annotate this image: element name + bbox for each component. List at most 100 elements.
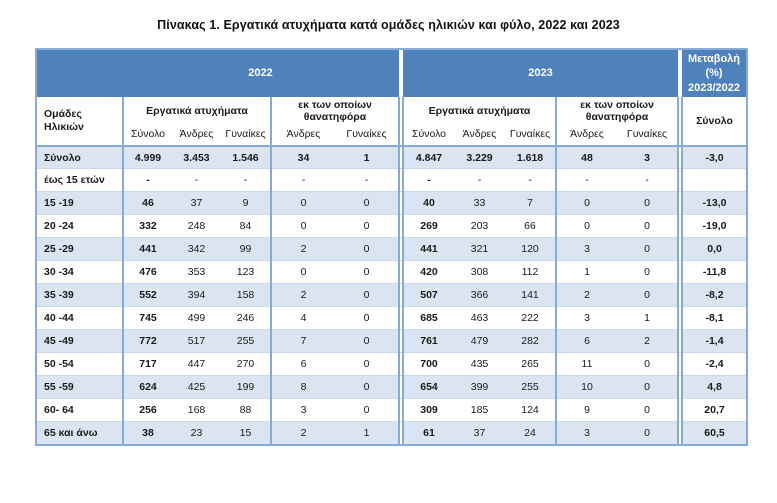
age-cell: 55 -59	[36, 375, 123, 399]
value-cell-fatal-men-2022: 4	[270, 306, 335, 330]
value-cell-fatal-men-2023: -	[555, 168, 617, 192]
value-cell-fatal-women-2023: 2	[617, 329, 678, 353]
year-separator	[398, 329, 404, 353]
value-cell-men-2023: 321	[454, 237, 505, 261]
value-cell-fatal-women-2023: 0	[644, 404, 650, 417]
value-cell-fatal-women-2022: 0	[363, 312, 370, 325]
value-cell-total-2023: 61	[403, 421, 454, 445]
age-cell: 60- 64	[44, 404, 74, 417]
value-cell-fatal-women-2022: 1	[335, 421, 399, 445]
value-cell-women-2023: 255	[505, 375, 556, 399]
value-cell-fatal-women-2022: 0	[335, 237, 399, 261]
value-cell-fatal-women-2023: 1	[644, 312, 650, 325]
value-cell-fatal-men-2022: 2	[270, 283, 335, 307]
value-cell-women-2023: 124	[521, 404, 539, 417]
change-separator	[677, 145, 683, 169]
value-cell-total-2023: 685	[420, 312, 438, 325]
value-cell-fatal-women-2023: 0	[644, 358, 650, 371]
value-cell-total-2023: 441	[403, 237, 454, 261]
group-header-row: Ομάδες Ηλικιών Εργατικά ατυχήματα εκ των…	[36, 96, 747, 146]
value-cell-fatal-women-2023: 0	[617, 191, 678, 215]
value-cell-women-2023: 222	[521, 312, 539, 325]
value-cell-men-2022: 425	[172, 375, 221, 399]
value-cell-fatal-men-2023: 2	[555, 283, 617, 307]
value-cell-fatal-women-2022: 0	[363, 358, 370, 371]
band-gap	[678, 49, 682, 97]
year-separator	[398, 421, 404, 445]
table-row: 45 -49 772 517 255 7 0 761 479 282 6 2 -…	[36, 329, 747, 353]
value-cell-men-2023: -	[477, 174, 482, 187]
table-row: έως 15 ετών - - - - - - - - - -	[36, 168, 747, 192]
value-cell-men-2023: 203	[470, 220, 489, 233]
change-cell: -1,4	[682, 329, 747, 353]
year-separator	[398, 96, 404, 146]
value-cell-men-2023: 479	[454, 329, 505, 353]
col-header-men-2023: Άνδρες	[462, 127, 497, 140]
value-cell-women-2022: 1.546	[221, 145, 271, 169]
value-cell-total-2023: 4.847	[403, 145, 454, 169]
change-separator	[677, 375, 683, 399]
value-cell-fatal-women-2023: 0	[617, 421, 678, 445]
change-separator	[677, 214, 683, 238]
change-total-header: Σύνολο	[696, 114, 733, 127]
col-header-men-2022: Άνδρες	[179, 127, 214, 140]
fatal-2022-header: εκ των οποίων θανατηφόρα	[270, 96, 399, 126]
table-row: 25 -29 441 342 99 2 0 441 321 120 3 0 0,…	[36, 237, 747, 261]
year-separator	[398, 375, 404, 399]
change-cell: -11,8	[702, 266, 727, 279]
table-row: 20 -24 332 248 84 0 0 269 203 66 0 0 -19…	[36, 214, 747, 238]
value-cell-fatal-women-2023: -	[645, 174, 649, 187]
age-cell: 65 και άνω	[36, 421, 123, 445]
value-cell-fatal-men-2023: 3	[555, 237, 617, 261]
change-separator	[677, 352, 683, 376]
age-cell: 40 -44	[44, 312, 74, 325]
year-separator	[398, 283, 404, 307]
value-cell-women-2022: 158	[221, 283, 271, 307]
year-2023-header: 2023	[403, 49, 678, 97]
value-cell-women-2023: 120	[505, 237, 556, 261]
value-cell-women-2022: 246	[236, 312, 255, 325]
value-cell-men-2022: 37	[172, 191, 221, 215]
change-cell: -13,0	[682, 191, 747, 215]
value-cell-fatal-women-2022: 0	[335, 329, 399, 353]
value-cell-men-2022: -	[194, 174, 199, 187]
year-separator	[398, 145, 404, 169]
value-cell-total-2022: -	[122, 168, 172, 192]
table-row: 40 -44 745 499 246 4 0 685 463 222 3 1 -…	[36, 306, 747, 330]
change-separator	[677, 191, 683, 215]
value-cell-total-2023: 654	[403, 375, 454, 399]
change-separator	[677, 421, 683, 445]
value-cell-fatal-men-2022: 8	[270, 375, 335, 399]
age-cell: 20 -24	[44, 220, 74, 233]
value-cell-fatal-men-2023: 3	[555, 421, 617, 445]
value-cell-fatal-men-2022: 0	[270, 260, 335, 284]
value-cell-fatal-men-2023: 48	[555, 145, 617, 169]
value-cell-fatal-men-2022: 2	[270, 421, 335, 445]
change-separator	[677, 329, 683, 353]
value-cell-men-2022: 517	[172, 329, 221, 353]
change-cell: -8,1	[705, 312, 724, 325]
year-band-row: 2022 2023 Μεταβολή (%) 2023/2022	[36, 49, 747, 97]
value-cell-men-2023: 3.229	[454, 145, 505, 169]
value-cell-fatal-men-2022: 34	[270, 145, 335, 169]
table-row: 15 -19 46 37 9 0 0 40 33 7 0 0 -13,0	[36, 191, 747, 215]
value-cell-fatal-women-2023: 0	[617, 237, 678, 261]
value-cell-fatal-men-2022: -	[270, 168, 335, 192]
value-cell-women-2023: 112	[521, 266, 539, 279]
value-cell-fatal-women-2022: 0	[363, 404, 370, 417]
col-header-fatal-women-2022: Γυναίκες	[346, 127, 387, 140]
value-cell-total-2022: 38	[122, 421, 172, 445]
table-row: 35 -39 552 394 158 2 0 507 366 141 2 0 -…	[36, 283, 747, 307]
value-cell-men-2022: 447	[187, 358, 206, 371]
value-cell-women-2022: -	[243, 174, 248, 187]
col-header-total-2022: Σύνολο	[122, 125, 172, 146]
value-cell-fatal-men-2023: 11	[555, 352, 617, 376]
value-cell-men-2022: 3.453	[172, 145, 221, 169]
change-cell	[682, 169, 747, 192]
fatal-2023-header: εκ των οποίων θανατηφόρα	[555, 96, 678, 126]
value-cell-fatal-men-2022: 7	[270, 329, 335, 353]
value-cell-men-2022: 353	[187, 266, 206, 279]
sub-header-row: Σύνολο Άνδρες Γυναίκες Άνδρες Γυναίκες Σ…	[36, 125, 747, 146]
change-cell: -8,2	[682, 283, 747, 307]
